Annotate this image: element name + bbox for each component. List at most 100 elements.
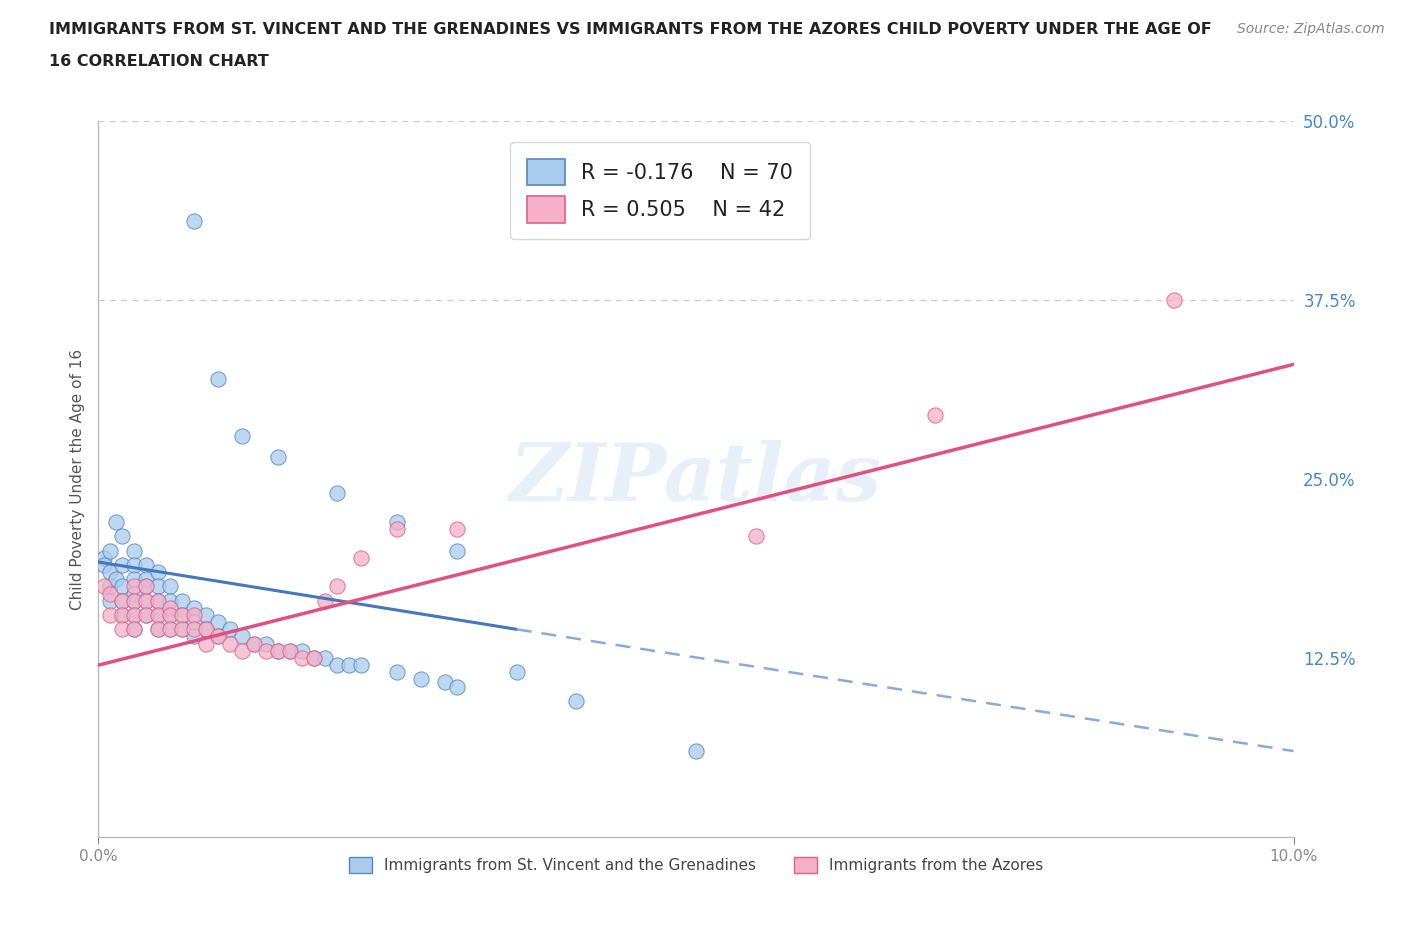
- Point: [98, 543, 122, 558]
- Point: [111, 622, 134, 637]
- Point: [148, 607, 170, 622]
- Point: [183, 214, 205, 229]
- Point: [148, 593, 170, 608]
- Point: [302, 651, 325, 666]
- Point: [135, 593, 157, 608]
- Point: [93, 557, 115, 572]
- Point: [124, 557, 146, 572]
- Point: [326, 578, 349, 594]
- Point: [159, 622, 181, 637]
- Point: [148, 593, 170, 608]
- Point: [1163, 293, 1185, 308]
- Point: [105, 572, 128, 587]
- Text: Source: ZipAtlas.com: Source: ZipAtlas.com: [1237, 22, 1385, 36]
- Point: [111, 578, 134, 594]
- Point: [111, 593, 134, 608]
- Text: 16 CORRELATION CHART: 16 CORRELATION CHART: [49, 54, 269, 69]
- Point: [98, 593, 122, 608]
- Point: [291, 651, 314, 666]
- Point: [172, 622, 194, 637]
- Point: [172, 607, 194, 622]
- Point: [195, 622, 218, 637]
- Point: [124, 593, 146, 608]
- Point: [195, 607, 218, 622]
- Text: ZIPatlas: ZIPatlas: [510, 440, 882, 518]
- Point: [135, 572, 157, 587]
- Point: [159, 601, 181, 616]
- Point: [124, 572, 146, 587]
- Point: [172, 593, 194, 608]
- Point: [124, 586, 146, 601]
- Point: [124, 593, 146, 608]
- Point: [159, 607, 181, 622]
- Point: [183, 629, 205, 644]
- Point: [183, 615, 205, 630]
- Point: [385, 514, 409, 529]
- Point: [111, 607, 134, 622]
- Point: [315, 593, 337, 608]
- Point: [207, 615, 229, 630]
- Point: [315, 651, 337, 666]
- Point: [93, 551, 115, 565]
- Point: [446, 522, 468, 537]
- Point: [231, 429, 253, 444]
- Point: [183, 622, 205, 637]
- Point: [326, 485, 349, 500]
- Point: [135, 607, 157, 622]
- Point: [350, 658, 373, 672]
- Point: [135, 578, 157, 594]
- Point: [446, 543, 468, 558]
- Point: [254, 636, 277, 651]
- Point: [124, 622, 146, 637]
- Point: [159, 607, 181, 622]
- Point: [254, 644, 277, 658]
- Point: [411, 672, 433, 687]
- Point: [172, 622, 194, 637]
- Point: [148, 622, 170, 637]
- Point: [385, 665, 409, 680]
- Point: [183, 607, 205, 622]
- Point: [339, 658, 361, 672]
- Point: [446, 679, 468, 694]
- Point: [159, 593, 181, 608]
- Point: [148, 622, 170, 637]
- Point: [93, 578, 115, 594]
- Point: [135, 557, 157, 572]
- Point: [98, 607, 122, 622]
- Point: [124, 607, 146, 622]
- Point: [98, 565, 122, 579]
- Point: [148, 607, 170, 622]
- Point: [207, 629, 229, 644]
- Legend: Immigrants from St. Vincent and the Grenadines, Immigrants from the Azores: Immigrants from St. Vincent and the Gren…: [343, 851, 1049, 880]
- Point: [159, 578, 181, 594]
- Point: [111, 557, 134, 572]
- Point: [195, 622, 218, 637]
- Point: [434, 675, 457, 690]
- Point: [267, 644, 290, 658]
- Point: [172, 607, 194, 622]
- Y-axis label: Child Poverty Under the Age of 16: Child Poverty Under the Age of 16: [69, 349, 84, 609]
- Point: [243, 636, 266, 651]
- Point: [207, 629, 229, 644]
- Point: [207, 371, 229, 386]
- Point: [135, 593, 157, 608]
- Point: [267, 450, 290, 465]
- Point: [98, 586, 122, 601]
- Point: [219, 636, 242, 651]
- Point: [98, 578, 122, 594]
- Point: [231, 629, 253, 644]
- Point: [135, 578, 157, 594]
- Point: [350, 551, 373, 565]
- Point: [231, 644, 253, 658]
- Point: [148, 578, 170, 594]
- Point: [924, 407, 946, 422]
- Point: [124, 622, 146, 637]
- Point: [278, 644, 301, 658]
- Point: [105, 514, 128, 529]
- Point: [267, 644, 290, 658]
- Point: [745, 529, 768, 544]
- Point: [124, 543, 146, 558]
- Point: [302, 651, 325, 666]
- Point: [278, 644, 301, 658]
- Point: [195, 636, 218, 651]
